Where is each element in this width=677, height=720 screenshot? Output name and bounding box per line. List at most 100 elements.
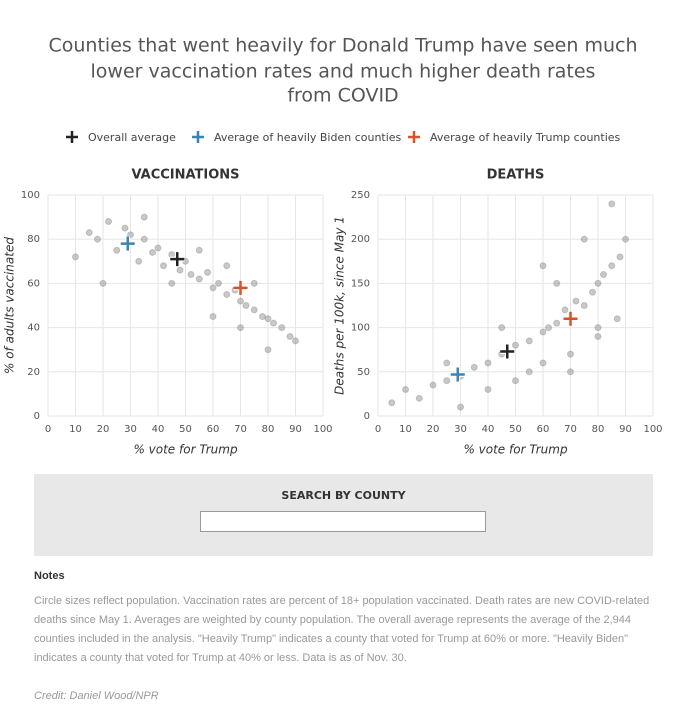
chart-title: DEATHS xyxy=(487,168,545,183)
x-axis-label: % vote for Trump xyxy=(463,443,568,457)
county-point xyxy=(140,235,148,243)
x-tick-label: 70 xyxy=(564,424,577,435)
county-point xyxy=(168,279,176,287)
notes: Notes Circle sizes reflect population. V… xyxy=(34,570,654,702)
county-point xyxy=(270,319,277,327)
county-point xyxy=(484,385,492,393)
county-point xyxy=(561,306,569,314)
county-point xyxy=(553,279,561,287)
county-point xyxy=(498,324,506,332)
county-point xyxy=(195,246,203,254)
search-label: SEARCH BY COUNTY xyxy=(281,489,406,502)
county-point xyxy=(608,262,616,270)
x-tick-label: 90 xyxy=(619,424,632,435)
legend-marker xyxy=(66,131,78,143)
x-tick-label: 20 xyxy=(97,424,110,435)
county-point xyxy=(237,297,244,305)
county-point xyxy=(525,337,533,345)
county-point xyxy=(608,200,616,208)
county-point xyxy=(443,359,451,367)
title-line: Counties that went heavily for Donald Tr… xyxy=(49,35,638,57)
county-point xyxy=(594,279,602,287)
county-point xyxy=(176,266,184,274)
x-tick-label: 0 xyxy=(375,424,381,435)
county-point xyxy=(209,284,217,292)
county-point xyxy=(589,288,596,296)
county-point xyxy=(567,350,574,358)
county-point xyxy=(580,235,588,243)
county-point xyxy=(388,399,396,407)
legend-label: Overall average xyxy=(88,131,176,144)
search-input[interactable] xyxy=(200,511,486,532)
county-point xyxy=(215,279,222,287)
county-point xyxy=(572,297,580,305)
legend-marker xyxy=(408,131,420,143)
y-tick-label: 100 xyxy=(21,190,40,201)
county-point xyxy=(600,271,607,279)
county-point xyxy=(99,279,107,287)
county-point xyxy=(402,385,409,393)
x-axis-label: % vote for Trump xyxy=(133,443,238,457)
county-point xyxy=(539,262,547,270)
charts: Counties that went heavily for Donald Tr… xyxy=(3,35,663,457)
x-tick-label: 70 xyxy=(234,424,247,435)
notes-text: Circle sizes reflect population. Vaccina… xyxy=(34,595,650,664)
county-point xyxy=(278,324,286,332)
county-point xyxy=(264,346,272,354)
average-marker xyxy=(170,252,185,267)
county-point xyxy=(121,224,129,232)
x-tick-label: 90 xyxy=(289,424,302,435)
y-tick-label: 0 xyxy=(364,411,370,422)
y-tick-label: 100 xyxy=(351,323,370,334)
county-point xyxy=(616,253,624,261)
x-tick-label: 10 xyxy=(69,424,82,435)
legend-marker xyxy=(192,131,204,143)
county-point xyxy=(429,381,437,389)
y-tick-label: 200 xyxy=(351,234,370,245)
county-point xyxy=(470,363,478,371)
county-point xyxy=(149,248,156,256)
county-point xyxy=(223,262,231,270)
x-tick-label: 0 xyxy=(45,424,51,435)
county-point xyxy=(195,275,203,283)
search-panel: SEARCH BY COUNTY xyxy=(34,474,653,556)
y-tick-label: 80 xyxy=(27,234,40,245)
y-tick-label: 40 xyxy=(27,323,40,334)
county-point xyxy=(539,328,547,336)
county-point xyxy=(204,268,211,276)
average-marker xyxy=(563,311,578,326)
y-axis-label: Deaths per 100k, since May 1 xyxy=(333,216,347,395)
title-line: from COVID xyxy=(287,85,398,107)
county-point xyxy=(457,403,464,411)
county-point xyxy=(264,315,272,323)
county-point xyxy=(250,306,258,314)
average-marker xyxy=(450,367,465,382)
county-point xyxy=(594,332,602,340)
y-tick-label: 20 xyxy=(27,367,40,378)
county-point xyxy=(539,359,547,367)
county-point xyxy=(622,235,629,243)
x-tick-label: 100 xyxy=(313,424,332,435)
average-marker xyxy=(500,344,515,359)
county-point xyxy=(113,246,121,254)
county-point xyxy=(154,244,162,252)
title-line: lower vaccination rates and much higher … xyxy=(91,61,596,83)
county-point xyxy=(286,332,294,340)
y-tick-label: 0 xyxy=(34,411,40,422)
county-point xyxy=(85,229,93,237)
legend-label: Average of heavily Biden counties xyxy=(214,131,402,144)
county-point xyxy=(580,302,588,309)
credit: Credit: Daniel Wood/NPR xyxy=(34,690,159,702)
county-point xyxy=(415,394,423,402)
y-tick-label: 250 xyxy=(351,190,370,201)
x-tick-label: 30 xyxy=(124,424,137,435)
county-point xyxy=(209,313,217,321)
x-tick-label: 40 xyxy=(152,424,165,435)
x-tick-label: 40 xyxy=(482,424,495,435)
county-point xyxy=(242,302,250,309)
x-tick-label: 30 xyxy=(454,424,467,435)
county-point xyxy=(135,257,143,265)
x-tick-label: 20 xyxy=(427,424,440,435)
county-point xyxy=(237,324,244,332)
